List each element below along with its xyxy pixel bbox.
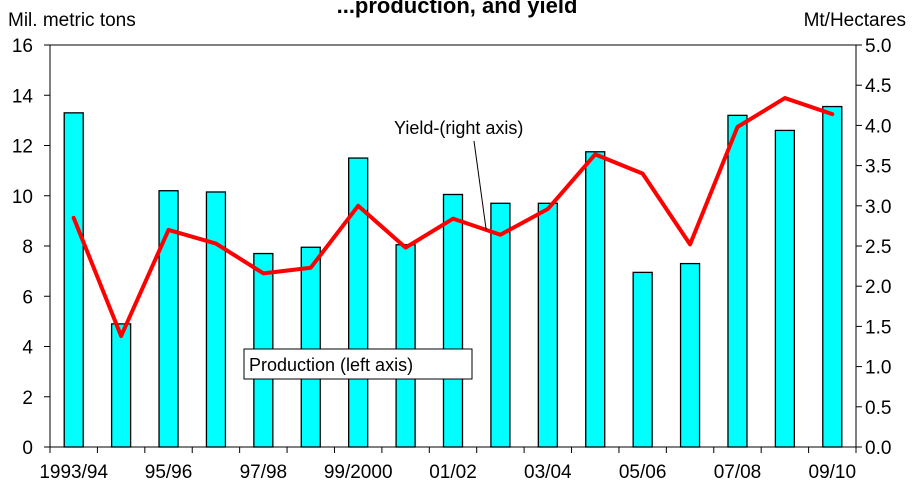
right-tick-label: 3.0: [865, 197, 891, 218]
production-bar: [348, 157, 369, 448]
x-tick-label: 05/06: [619, 462, 667, 483]
right-tick-label: 0.0: [865, 438, 891, 459]
yield-point: [310, 267, 312, 269]
production-bar: [490, 202, 511, 448]
production-bar: [822, 105, 843, 448]
left-tick-label: 12: [12, 137, 33, 158]
right-tick-label: 4.5: [865, 76, 891, 97]
production-bar: [300, 246, 321, 448]
x-tick-label: 07/08: [714, 462, 762, 483]
yield-point: [689, 243, 691, 245]
production-bar: [395, 244, 416, 448]
left-tick-label: 6: [22, 287, 33, 308]
production-bar: [442, 193, 464, 448]
left-tick-label: 4: [22, 338, 33, 359]
axes-group: Mil. metric tons Mt/Hectares 0 2 4 6 8 10 12 14 16…: [8, 10, 906, 483]
yield-line-group: [71, 96, 835, 339]
yield-point: [215, 243, 217, 245]
x-tick-label: 97/98: [240, 462, 288, 483]
right-tick-label: 1.5: [865, 317, 891, 338]
production-bar: [585, 151, 606, 448]
left-axis-title: Mil. metric tons: [8, 10, 136, 31]
yield-point: [73, 217, 75, 219]
yield-point: [452, 218, 454, 220]
right-tick-label: 3.5: [865, 157, 891, 178]
right-tick-label: 5.0: [865, 36, 891, 57]
left-tick-label: 2: [22, 388, 33, 409]
yield-point: [784, 97, 786, 99]
yield-point: [405, 247, 407, 249]
production-annotation-label: Production (left axis): [249, 355, 413, 375]
yield-point: [499, 234, 501, 236]
yield-annotation-leader: [473, 140, 487, 230]
left-tick-label: 0: [22, 438, 33, 459]
left-tick-label: 16: [12, 36, 33, 57]
yield-point: [736, 126, 738, 128]
left-tick-label: 14: [12, 86, 34, 107]
yield-annotation-label: Yield-(right axis): [394, 118, 523, 138]
production-bars: [63, 105, 843, 448]
production-bar: [632, 271, 653, 448]
right-tick-label: 2.0: [865, 277, 891, 298]
production-bar: [63, 112, 84, 448]
right-tick-label: 2.5: [865, 237, 891, 258]
x-tick-label: 95/96: [145, 462, 193, 483]
left-tick-label: 10: [12, 187, 33, 208]
yield-point: [357, 205, 359, 207]
right-tick-label: 1.0: [865, 358, 891, 379]
yield-point: [594, 153, 596, 155]
right-tick-label: 0.5: [865, 398, 891, 419]
yield-point: [120, 335, 122, 337]
left-tick-label: 8: [22, 237, 33, 258]
yield-point: [547, 208, 549, 210]
x-tick-label: 03/04: [524, 462, 572, 483]
x-tick-label: 99/2000: [324, 462, 393, 483]
production-annotation-box: [243, 348, 473, 380]
annotations-group: Yield-(right axis) Production (left axis): [243, 118, 523, 380]
right-axis-title: Mt/Hectares: [804, 10, 906, 31]
chart-title-group: ...production, and yield: [337, 0, 578, 18]
yield-point: [262, 272, 264, 274]
yield-point: [168, 229, 170, 231]
right-tick-label: 4.0: [865, 116, 891, 137]
production-bar: [205, 191, 227, 448]
production-bar: [727, 114, 748, 448]
x-tick-label: 09/10: [809, 462, 857, 483]
yield-point: [642, 173, 644, 175]
yield-point: [831, 113, 833, 115]
production-bar: [537, 202, 558, 448]
x-tick-label: 01/02: [429, 462, 477, 483]
production-bar: [679, 262, 701, 448]
production-bar: [110, 323, 132, 448]
chart-title: ...production, and yield: [337, 0, 578, 18]
x-tick-label: 1993/94: [39, 462, 108, 483]
production-bar: [158, 190, 179, 448]
production-bar: [774, 129, 796, 448]
